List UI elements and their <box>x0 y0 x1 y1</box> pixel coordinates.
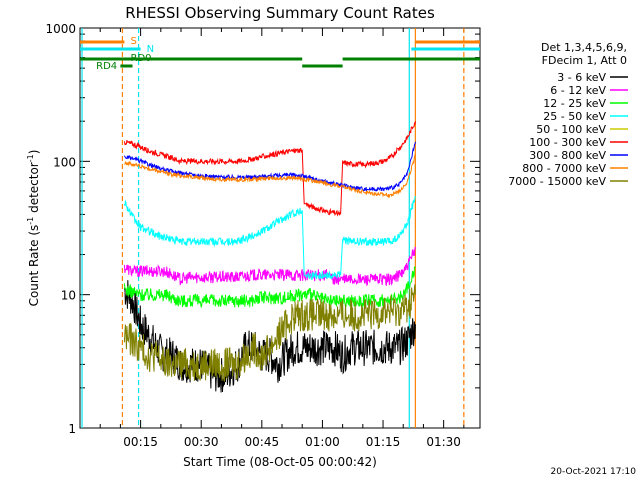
chart-title: RHESSI Observing Summary Count Rates <box>125 4 435 22</box>
legend-entry-label: 6 - 12 keV <box>550 84 606 97</box>
y-axis-label-tail: detector <box>27 162 41 217</box>
y-tick-label: 10 <box>61 289 76 303</box>
legend-header-line-1: Det 1,3,4,5,6,9, <box>541 41 627 54</box>
x-tick-label: 01:15 <box>366 435 401 449</box>
series-line-8 <box>123 284 416 383</box>
x-tick-label: 01:30 <box>426 435 461 449</box>
x-tick-label: 00:15 <box>123 435 158 449</box>
x-axis-label: Start Time (08-Oct-05 00:00:42) <box>183 455 377 469</box>
legend: Det 1,3,4,5,6,9, FDecim 1, Att 0 3 - 6 k… <box>508 41 628 188</box>
x-tick-label: 00:45 <box>245 435 280 449</box>
y-axis-label-main: Count Rate (s <box>27 225 41 307</box>
legend-entry-label: 300 - 800 keV <box>529 149 606 162</box>
marker-rd0-label: RD0 <box>131 53 152 64</box>
plot-area <box>79 27 481 429</box>
legend-entry-label: 50 - 100 keV <box>536 123 606 136</box>
axis-ticks: 00:15 00:30 00:45 01:00 01:15 01:30 1 10 100 1000 <box>45 22 480 449</box>
x-tick-label: 01:00 <box>305 435 340 449</box>
y-axis-label-close: ) <box>27 150 41 155</box>
y-tick-label: 100 <box>53 155 76 169</box>
legend-entry-label: 3 - 6 keV <box>557 71 606 84</box>
series-line-1 <box>123 246 416 287</box>
legend-entry-label: 12 - 25 keV <box>543 97 606 110</box>
series-line-5 <box>123 121 416 217</box>
legend-entry-label: 25 - 50 keV <box>543 110 606 123</box>
y-tick-label: 1000 <box>45 22 76 36</box>
series-line-3 <box>123 195 416 280</box>
marker-s-label: S <box>131 36 137 47</box>
series-line-2 <box>123 266 416 309</box>
x-tick-label: 00:30 <box>184 435 219 449</box>
legend-entry-label: 100 - 300 keV <box>529 136 606 149</box>
series-line-6 <box>123 141 416 192</box>
marker-rd4-label: RD4 <box>96 61 117 72</box>
legend-header-line-2: FDecim 1, Att 0 <box>542 54 627 67</box>
series-line-7 <box>124 153 416 199</box>
legend-entry-label: 800 - 7000 keV <box>522 162 606 175</box>
y-axis-label-sup2: -1 <box>26 154 35 162</box>
y-axis-label-sup1: -1 <box>26 217 35 225</box>
y-tick-label: 1 <box>68 422 76 436</box>
plot-frame <box>79 27 481 429</box>
series-lines <box>123 121 416 393</box>
footer-timestamp: 20-Oct-2021 17:10 <box>551 467 637 477</box>
legend-entry-label: 7000 - 15000 keV <box>508 175 606 188</box>
marker-n-label: N <box>147 44 154 55</box>
y-axis-label: Count Rate (s-1 detector-1) <box>26 150 41 307</box>
